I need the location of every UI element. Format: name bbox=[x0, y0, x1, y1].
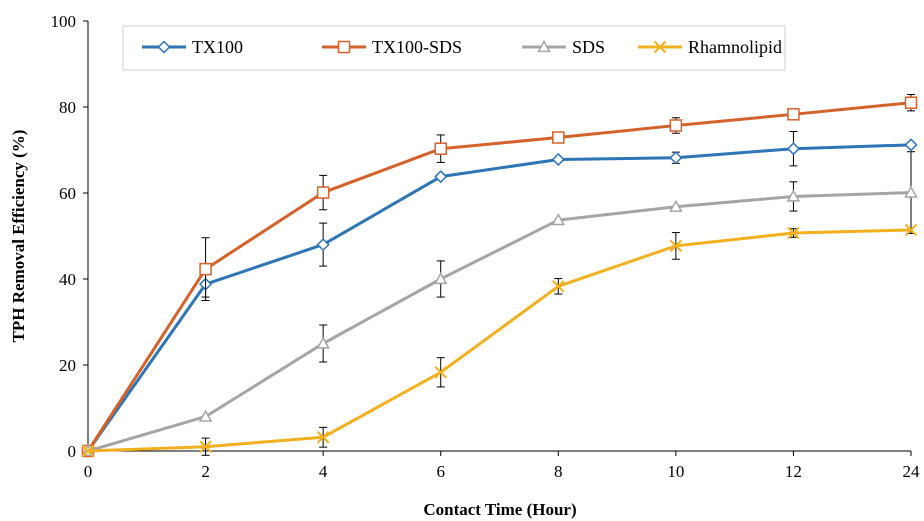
data-point bbox=[199, 262, 212, 276]
legend-marker bbox=[537, 39, 551, 53]
data-point bbox=[787, 226, 800, 240]
legend-marker bbox=[653, 40, 667, 54]
data-point bbox=[786, 189, 801, 202]
data-point bbox=[669, 239, 683, 253]
data-point bbox=[552, 131, 565, 144]
data-point bbox=[904, 138, 918, 152]
data-point bbox=[81, 444, 95, 458]
y-tick-label: 40 bbox=[59, 270, 76, 289]
series-sds bbox=[81, 151, 918, 457]
data-point bbox=[316, 336, 330, 349]
legend-entry: TX100 bbox=[142, 37, 243, 57]
x-tick-label: 6 bbox=[436, 462, 445, 481]
x-axis-title: Contact Time (Hour) bbox=[423, 500, 576, 519]
legend: TX100 TX100-SDS SDS Rhamnolipid bbox=[122, 25, 786, 71]
data-point bbox=[787, 108, 800, 121]
legend-label: Rhamnolipid bbox=[688, 37, 782, 57]
x-tick-labels: 0 2 4 6 8 10 12 24 bbox=[84, 462, 920, 481]
legend-entry: TX100-SDS bbox=[322, 37, 462, 57]
series-tx100-sds bbox=[81, 94, 918, 458]
data-point bbox=[551, 152, 565, 167]
series-rhamnolipid bbox=[81, 223, 918, 458]
series-line bbox=[87, 191, 912, 453]
legend-marker bbox=[157, 40, 171, 54]
legend-marker bbox=[337, 40, 351, 54]
data-point bbox=[904, 185, 918, 198]
data-point bbox=[198, 409, 213, 422]
data-point bbox=[552, 280, 565, 293]
x-tick-label: 12 bbox=[785, 462, 802, 481]
y-tick-label: 20 bbox=[59, 356, 76, 375]
y-tick-label: 100 bbox=[51, 12, 77, 31]
y-axis-title: TPH Removal Efficiency (%) bbox=[9, 130, 28, 343]
legend-label: TX100 bbox=[192, 37, 243, 57]
x-tick-label: 8 bbox=[554, 462, 563, 481]
series-line bbox=[87, 228, 912, 453]
legend-label: TX100-SDS bbox=[372, 37, 462, 57]
data-point bbox=[433, 271, 448, 285]
data-point bbox=[669, 199, 683, 212]
y-tick-label: 60 bbox=[59, 184, 76, 203]
data-point bbox=[669, 119, 683, 132]
x-tick-label: 4 bbox=[319, 462, 328, 481]
series-line bbox=[86, 101, 912, 452]
y-tick-label: 80 bbox=[59, 98, 76, 117]
y-tick-labels: 0 20 40 60 80 100 bbox=[51, 12, 77, 461]
data-point bbox=[316, 431, 330, 444]
data-point bbox=[669, 151, 683, 165]
data-point bbox=[904, 223, 918, 237]
series-tx100 bbox=[81, 131, 918, 458]
data-point bbox=[786, 142, 800, 156]
legend-label: SDS bbox=[572, 37, 605, 57]
x-tick-label: 24 bbox=[903, 462, 921, 481]
series-line bbox=[86, 143, 912, 452]
axes bbox=[83, 20, 912, 456]
data-point bbox=[434, 142, 447, 155]
legend-entry: SDS bbox=[522, 37, 605, 57]
data-point bbox=[316, 238, 330, 252]
data-point bbox=[551, 213, 566, 226]
data-point bbox=[434, 366, 447, 379]
series-layer bbox=[81, 94, 918, 458]
data-point bbox=[434, 170, 448, 184]
data-point bbox=[904, 96, 918, 109]
x-tick-label: 10 bbox=[667, 462, 684, 481]
data-point bbox=[316, 186, 330, 199]
x-tick-label: 2 bbox=[201, 462, 210, 481]
y-tick-label: 0 bbox=[68, 442, 77, 461]
legend-entry: Rhamnolipid bbox=[638, 37, 782, 57]
data-point bbox=[199, 440, 212, 453]
x-tick-label: 0 bbox=[84, 462, 93, 481]
